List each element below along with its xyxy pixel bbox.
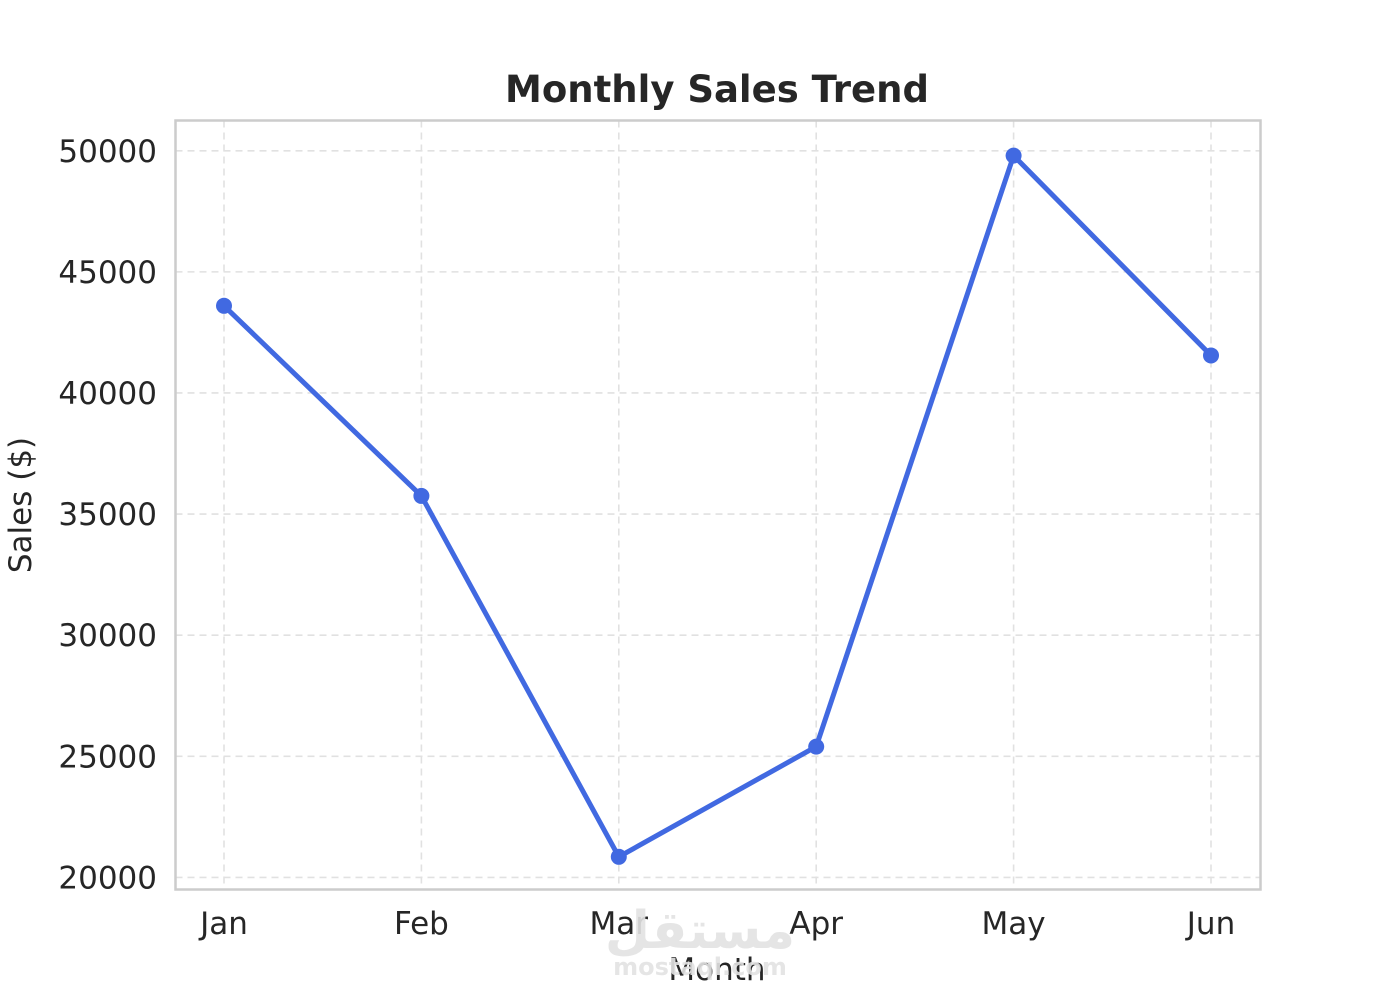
data-point — [1005, 147, 1022, 164]
x-tick-label: Feb — [394, 906, 449, 942]
watermark-logo-text: مستقل — [605, 901, 795, 961]
watermark-logo: مستقل mostaql.com — [605, 901, 795, 981]
y-tick-label: 50000 — [58, 134, 157, 170]
watermark-site-text: mostaql.com — [613, 953, 787, 981]
data-point — [216, 297, 232, 314]
y-tick-label: 30000 — [58, 618, 157, 654]
y-tick-label: 35000 — [58, 497, 157, 533]
x-tick-label: Jan — [198, 906, 248, 942]
y-axis-label: Sales ($) — [3, 437, 39, 573]
y-tick-label: 45000 — [58, 255, 157, 291]
data-point — [808, 738, 825, 755]
x-tick-label: Apr — [789, 906, 843, 942]
x-axis-ticks: Jan Feb Mar Apr May Jun — [198, 906, 1235, 942]
data-point — [1203, 347, 1219, 364]
y-axis-ticks: 20000 25000 30000 35000 40000 45000 50000 — [58, 134, 157, 897]
x-tick-label: Jun — [1185, 906, 1235, 942]
y-tick-label: 40000 — [58, 376, 157, 412]
chart-title: Monthly Sales Trend — [505, 68, 929, 111]
x-axis-label: Month — [668, 952, 765, 988]
y-tick-label: 25000 — [58, 739, 157, 775]
x-tick-label: Mar — [590, 906, 649, 942]
plot-frame — [174, 119, 1262, 891]
x-tick-label: May — [982, 906, 1046, 942]
grid — [175, 120, 1261, 890]
y-tick-label: 20000 — [58, 860, 157, 896]
series-layer — [216, 147, 1219, 865]
data-point — [413, 487, 430, 504]
series-line — [221, 153, 1214, 860]
data-point — [610, 848, 627, 865]
